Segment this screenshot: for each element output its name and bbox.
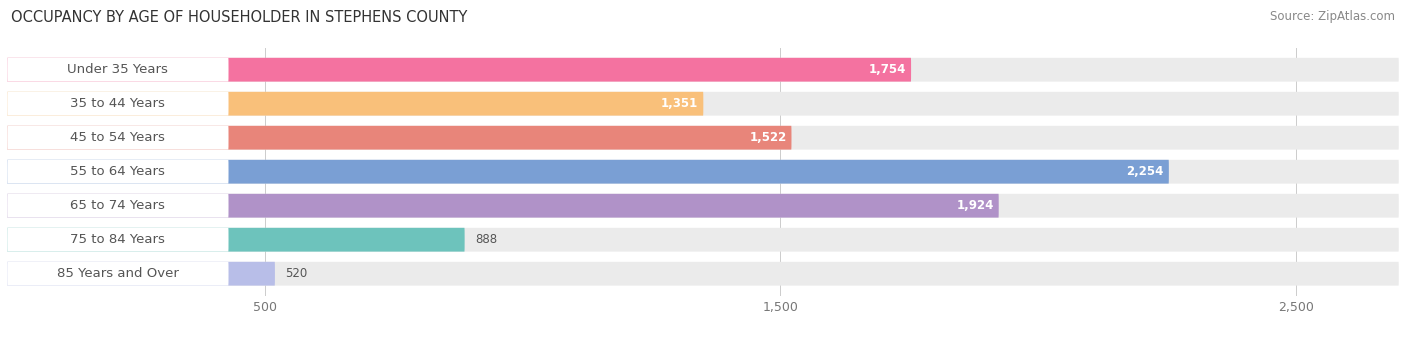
FancyBboxPatch shape xyxy=(7,126,792,150)
FancyBboxPatch shape xyxy=(7,160,1399,184)
Text: 1,754: 1,754 xyxy=(869,63,905,76)
FancyBboxPatch shape xyxy=(7,92,229,116)
FancyBboxPatch shape xyxy=(7,262,229,286)
Text: 1,924: 1,924 xyxy=(956,199,994,212)
Text: 55 to 64 Years: 55 to 64 Years xyxy=(70,165,166,178)
Text: Under 35 Years: Under 35 Years xyxy=(67,63,169,76)
FancyBboxPatch shape xyxy=(7,262,1399,286)
FancyBboxPatch shape xyxy=(7,58,1399,82)
FancyBboxPatch shape xyxy=(7,194,1399,218)
Text: 1,351: 1,351 xyxy=(661,97,699,110)
FancyBboxPatch shape xyxy=(7,92,1399,116)
Text: 520: 520 xyxy=(285,267,308,280)
FancyBboxPatch shape xyxy=(7,228,1399,252)
Text: 2,254: 2,254 xyxy=(1126,165,1164,178)
Text: 45 to 54 Years: 45 to 54 Years xyxy=(70,131,166,144)
FancyBboxPatch shape xyxy=(7,228,464,252)
Text: 65 to 74 Years: 65 to 74 Years xyxy=(70,199,166,212)
FancyBboxPatch shape xyxy=(7,92,703,116)
FancyBboxPatch shape xyxy=(7,262,276,286)
FancyBboxPatch shape xyxy=(7,58,229,82)
FancyBboxPatch shape xyxy=(7,58,911,82)
Text: 1,522: 1,522 xyxy=(749,131,786,144)
FancyBboxPatch shape xyxy=(7,126,229,150)
FancyBboxPatch shape xyxy=(7,160,229,184)
FancyBboxPatch shape xyxy=(7,160,1168,184)
Text: Source: ZipAtlas.com: Source: ZipAtlas.com xyxy=(1270,10,1395,23)
Text: 75 to 84 Years: 75 to 84 Years xyxy=(70,233,166,246)
FancyBboxPatch shape xyxy=(7,228,229,252)
FancyBboxPatch shape xyxy=(7,194,229,218)
FancyBboxPatch shape xyxy=(7,194,998,218)
Text: 888: 888 xyxy=(475,233,498,246)
Text: 35 to 44 Years: 35 to 44 Years xyxy=(70,97,166,110)
Text: OCCUPANCY BY AGE OF HOUSEHOLDER IN STEPHENS COUNTY: OCCUPANCY BY AGE OF HOUSEHOLDER IN STEPH… xyxy=(11,10,468,25)
Text: 85 Years and Over: 85 Years and Over xyxy=(56,267,179,280)
FancyBboxPatch shape xyxy=(7,126,1399,150)
